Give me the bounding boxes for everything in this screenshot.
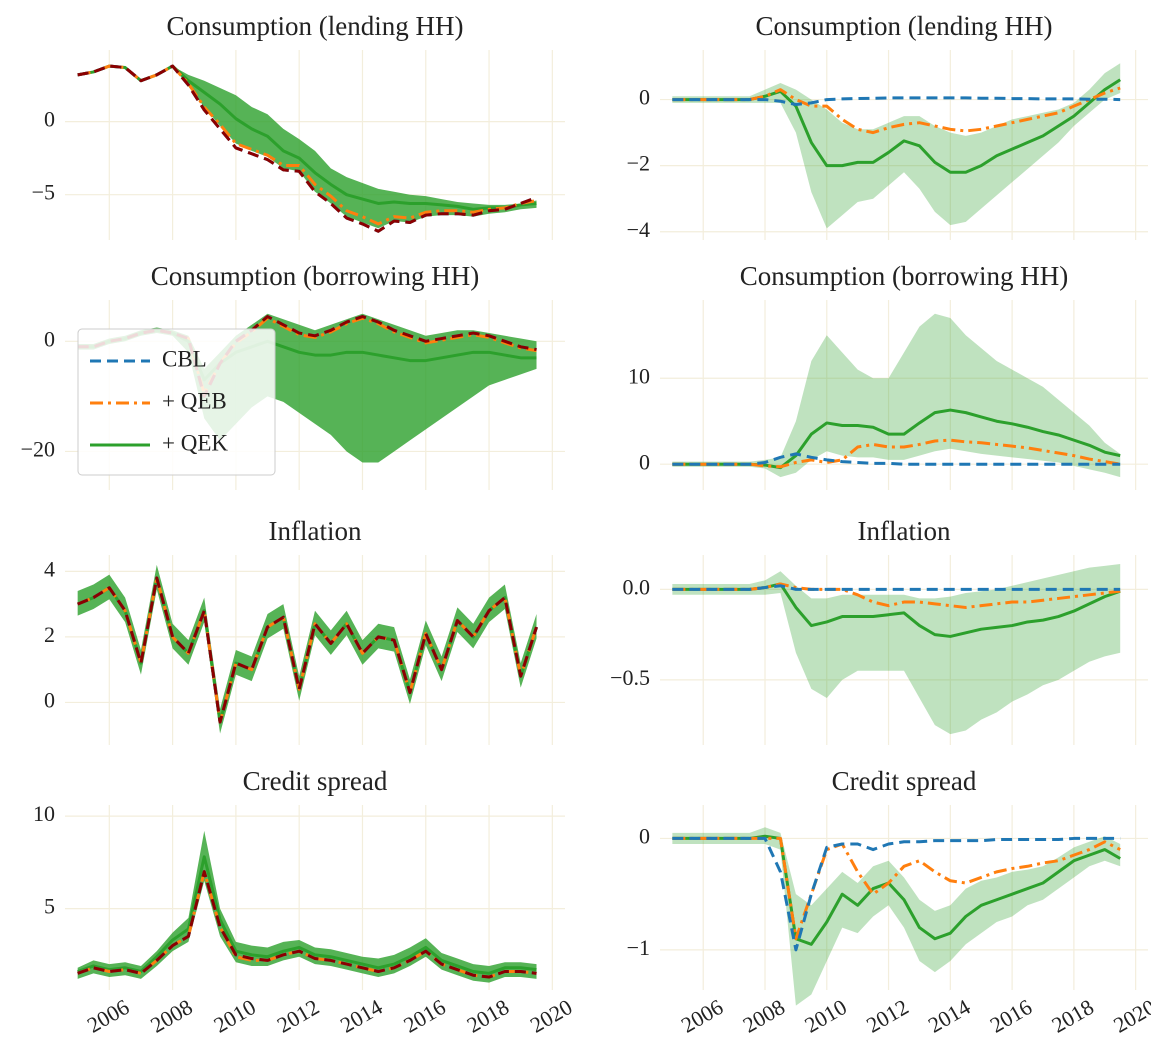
panel-title: Credit spread [832,766,977,796]
panel-title: Inflation [269,516,362,546]
x-tick-label: 2014 [336,994,387,1038]
legend-label: + QEB [162,388,227,413]
series-line [672,86,1121,135]
legend-label: CBL [162,346,207,371]
x-tick-label: 2020 [1109,994,1151,1038]
series-line [672,582,1121,609]
series-line [77,870,537,979]
y-tick-label: −2 [627,151,650,176]
y-tick-label: −1 [627,935,650,960]
panel-title: Consumption (borrowing HH) [151,261,479,291]
panel: Inflation 0 2 4 [44,516,565,745]
panel: Consumption (borrowing HH) −20 0 CBL + QEB + … [21,261,565,490]
y-tick-label: 0 [639,449,650,474]
series-line [672,584,1121,591]
y-tick-label: 0 [639,823,650,848]
y-tick-label: 0.0 [623,574,651,599]
x-tick-label: 2010 [800,994,851,1038]
panel: Inflation −0.5 0.0 [610,516,1148,745]
series-line [672,452,1121,466]
x-tick-label: 2018 [463,994,514,1038]
y-tick-label: −4 [627,217,650,242]
y-tick-label: 10 [33,801,55,826]
band [672,827,1121,1006]
panel: Credit spread 2006 2008 2010 2012 2014 2016 201… [627,766,1151,1037]
x-tick-label: 2010 [209,994,260,1038]
x-tick-label: 2008 [738,994,789,1038]
panel: Consumption (lending HH) −5 0 [32,11,565,240]
band [77,830,537,983]
y-tick-label: 0 [44,107,55,132]
panel-title: Credit spread [243,766,388,796]
panel: Consumption (borrowing HH) 0 10 [628,261,1148,490]
panel-title: Consumption (borrowing HH) [740,261,1068,291]
series-line [672,836,1121,952]
legend-label: + QEK [162,430,228,455]
y-tick-label: 4 [44,556,55,581]
y-tick-label: 5 [44,894,55,919]
y-tick-label: 0 [44,687,55,712]
band [77,564,537,734]
panel: Consumption (lending HH) −4 −2 0 [627,11,1148,242]
y-tick-label: 0 [639,85,650,110]
y-tick-label: 10 [628,363,650,388]
band [672,313,1121,478]
legend: CBL + QEB + QEK [77,328,276,476]
series-line [77,855,537,975]
band [672,564,1121,735]
y-tick-label: −5 [32,180,55,205]
panel-title: Inflation [858,516,951,546]
x-tick-label: 2020 [526,994,577,1038]
y-tick-label: −20 [21,436,55,461]
y-tick-label: 2 [44,622,55,647]
x-tick-label: 2016 [399,994,450,1038]
x-tick-label: 2012 [862,994,913,1038]
x-tick-label: 2006 [677,994,728,1038]
panel-title: Consumption (lending HH) [167,11,464,41]
series-line [672,836,1121,941]
x-tick-label: 2014 [924,994,975,1038]
x-tick-label: 2006 [83,994,134,1038]
panel: Credit spread 2006 2008 2010 2012 2014 2016 201… [33,766,576,1037]
series-line [77,64,538,233]
panel-title: Consumption (lending HH) [756,11,1053,41]
y-tick-label: −0.5 [610,665,650,690]
x-tick-label: 2008 [146,994,197,1038]
x-tick-label: 2016 [986,994,1037,1038]
x-tick-label: 2018 [1047,994,1098,1038]
series-line [77,64,537,226]
y-tick-label: 0 [44,326,55,351]
x-tick-label: 2012 [273,994,324,1038]
series-line [672,96,1121,107]
legend-box [77,328,276,476]
band [77,66,537,229]
series-line [77,576,538,724]
series-line [77,64,537,211]
